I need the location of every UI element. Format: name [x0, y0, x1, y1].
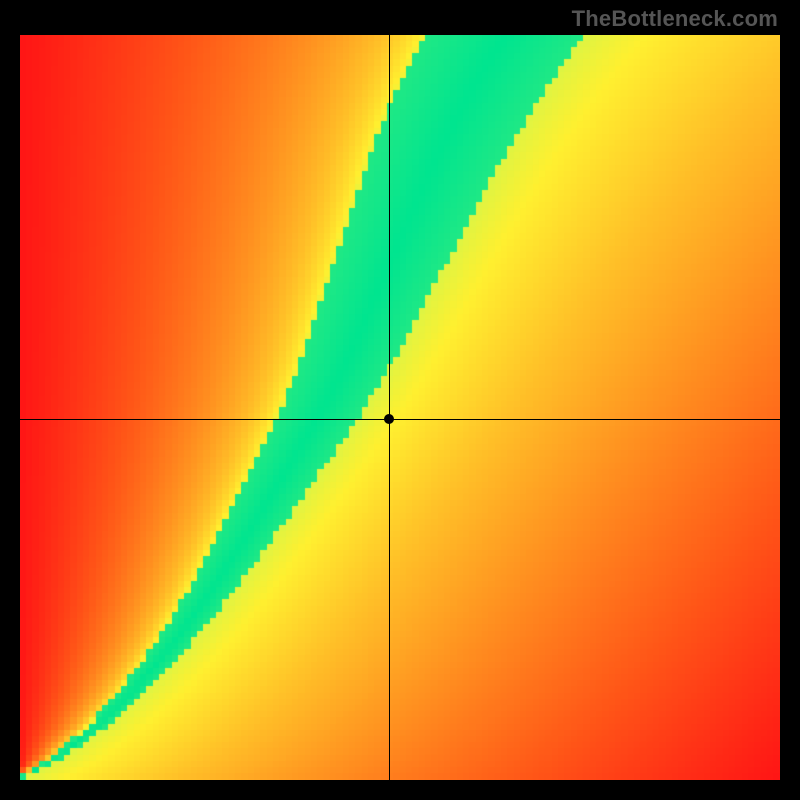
heatmap-chart [20, 35, 780, 780]
heatmap-canvas [20, 35, 780, 780]
watermark-text: TheBottleneck.com [572, 6, 778, 32]
crosshair-vertical [389, 35, 390, 780]
crosshair-horizontal [20, 419, 780, 420]
marker-dot [384, 414, 394, 424]
